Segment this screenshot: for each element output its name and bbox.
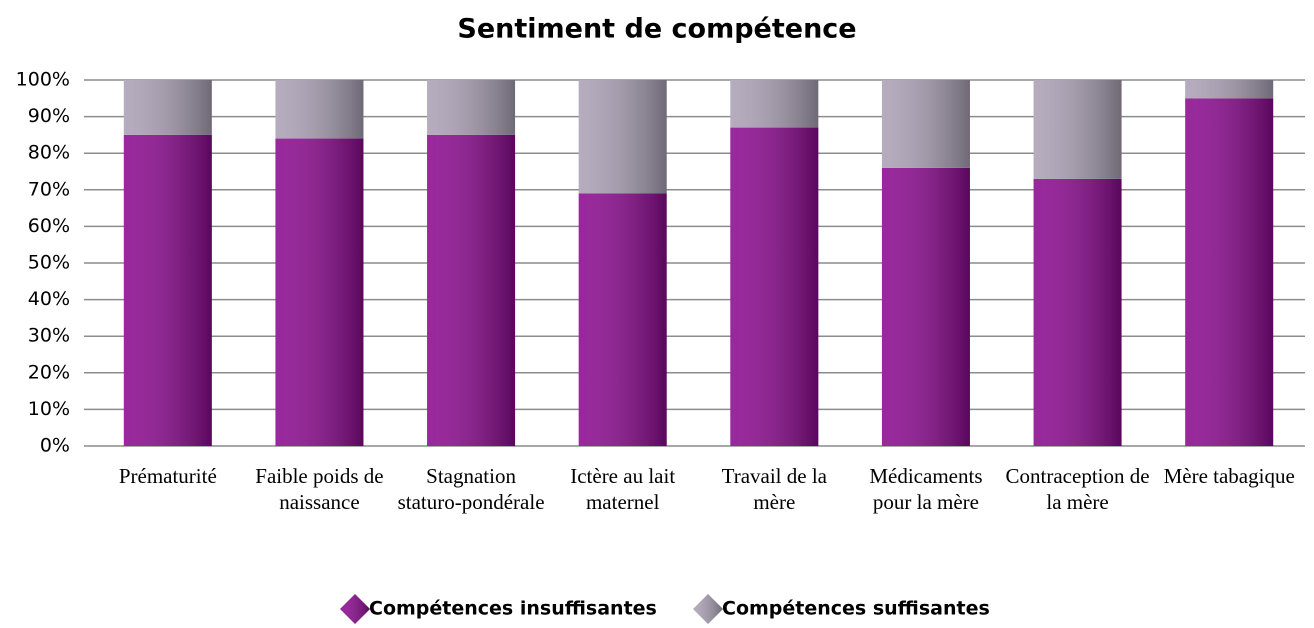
bar-shade (730, 127, 819, 446)
bar-shade (1033, 178, 1122, 446)
x-tick-label: Contraception de la mère (1005, 464, 1150, 514)
bar-shade (578, 193, 667, 446)
legend-marker-shade (340, 594, 370, 624)
bar-shade (1033, 80, 1122, 179)
legend-label: Compétences insuffisantes (369, 598, 657, 620)
y-tick-label: 70% (28, 178, 70, 200)
y-tick-label: 0% (40, 435, 70, 457)
y-tick-label: 60% (28, 215, 70, 237)
bar-shade (578, 80, 667, 194)
chart-title: Sentiment de compétence (457, 14, 856, 45)
y-tick-label: 90% (28, 105, 70, 127)
x-tick-label: Stagnation staturo-pondérale (397, 464, 545, 514)
x-tick-label: Faible poids de naissance (255, 464, 384, 514)
y-tick-label: 50% (28, 252, 70, 274)
bar-shade (427, 134, 516, 446)
y-tick-label: 20% (28, 361, 70, 383)
bar-shade (427, 80, 516, 135)
bar-shade (881, 167, 970, 446)
x-tick-label: Médicaments pour la mère (869, 464, 983, 514)
x-tick-label: Ictère au lait maternel (570, 464, 676, 514)
bar-shade (730, 80, 819, 128)
legend-marker-shade (693, 594, 723, 624)
bar-shade (275, 138, 364, 446)
x-tick-label: Prématurité (118, 464, 217, 488)
bar-shade (123, 80, 212, 135)
bar-shade (881, 80, 970, 168)
bar-shade (1185, 80, 1274, 99)
y-tick-label: 100% (16, 69, 70, 91)
y-tick-label: 10% (28, 398, 70, 420)
legend-label: Compétences suffisantes (722, 598, 990, 620)
bar-shade (1185, 98, 1274, 447)
x-tick-label: Mère tabagique (1163, 464, 1295, 488)
y-tick-label: 80% (28, 142, 70, 164)
y-tick-label: 40% (28, 288, 70, 310)
x-tick-label: Travail de la mère (721, 464, 827, 514)
y-tick-label: 30% (28, 325, 70, 347)
bar-shade (275, 80, 364, 139)
bar-shade (123, 134, 212, 446)
